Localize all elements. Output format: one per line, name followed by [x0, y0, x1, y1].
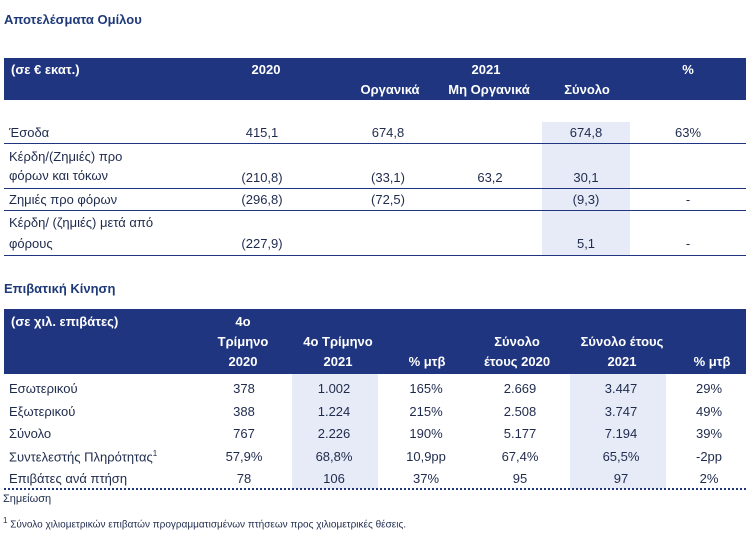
row-divider: [4, 188, 746, 189]
header-q4-2021-line2: 2021: [323, 354, 353, 369]
row-ebit-total: 30,1: [573, 170, 599, 185]
traffic-table-header: (σε χιλ. επιβάτες) 4ο Τρίμηνο 2020 4ο Τρ…: [4, 309, 746, 374]
note-title: Σημείωση: [3, 493, 52, 505]
header-q4-2020-line1: 4ο: [235, 314, 251, 329]
row-international-pct1: 215%: [409, 404, 443, 419]
row-net-2020: (227,9): [241, 236, 283, 251]
header-2020: 2020: [251, 62, 281, 77]
header-total-2020-line1: Σύνολο: [494, 334, 540, 349]
table-bottom-dotted-border: [4, 488, 746, 490]
row-load-factor-label: Συντελεστής Πληρότητας1: [9, 449, 157, 464]
row-international-q2020: 388: [233, 404, 255, 419]
header-q4-2020-line3: 2020: [228, 354, 258, 369]
header-pct: %: [682, 62, 694, 77]
row-domestic-pct1: 165%: [409, 381, 443, 396]
row-pax-per-flight-label: Επιβάτες ανά πτήση: [9, 471, 128, 486]
row-domestic-q2020: 378: [233, 381, 255, 396]
row-revenue-total: 674,8: [569, 125, 603, 140]
row-net-pct: -: [685, 236, 691, 251]
header-organic: Οργανικά: [360, 82, 420, 97]
row-divider: [4, 143, 746, 144]
row-domestic-t2021: 3.447: [604, 381, 638, 396]
row-total-q2020: 767: [233, 426, 255, 441]
row-load-factor-q2021: 68,8%: [315, 449, 353, 464]
row-ebt-total: (9,3): [572, 192, 600, 207]
row-net-total: 5,1: [576, 236, 596, 251]
header-unit: (σε χιλ. επιβάτες): [11, 314, 119, 329]
footnote: 1 Σύνολο χιλιομετρικών επιβατών προγραμμ…: [3, 516, 406, 530]
row-revenue-pct: 63%: [674, 125, 702, 140]
row-international-q2021: 1.224: [317, 404, 351, 419]
row-load-factor-pct2: -2pp: [695, 449, 723, 464]
row-revenue-organic: 674,8: [371, 125, 405, 140]
row-international-t2021: 3.747: [604, 404, 638, 419]
header-unit: (σε € εκατ.): [11, 62, 80, 77]
total-2021-column-highlight: [570, 374, 666, 489]
row-ebt-organic: (72,5): [371, 192, 405, 207]
row-net-label-line1: Κέρδη/ (ζημιές) μετά από: [9, 215, 154, 230]
row-ebit-non-organic: 63,2: [477, 170, 503, 185]
total-column-highlight: [542, 122, 630, 256]
row-ebit-2020: (210,8): [241, 170, 283, 185]
row-international-label: Εξωτερικού: [9, 404, 76, 419]
row-international-pct2: 49%: [695, 404, 723, 419]
row-ebt-pct: -: [685, 192, 691, 207]
header-total-2021-line1: Σύνολο έτους: [580, 334, 664, 349]
header-total-2021-line2: 2021: [607, 354, 637, 369]
row-domestic-pct2: 29%: [695, 381, 723, 396]
row-load-factor-text: Συντελεστής Πληρότητας: [9, 449, 153, 465]
header-non-organic: Μη Οργανικά: [448, 82, 530, 97]
row-load-factor-t2020: 67,4%: [501, 449, 539, 464]
traffic-title: Επιβατική Κίνηση: [4, 281, 116, 296]
row-load-factor-t2021: 65,5%: [602, 449, 640, 464]
row-pax-per-flight-pct2: 2%: [699, 471, 719, 486]
row-total-t2020: 5.177: [503, 426, 537, 441]
row-revenue-label: Έσοδα: [9, 125, 50, 140]
header-total-2020-line2: έτους 2020: [483, 354, 551, 369]
header-2021: 2021: [471, 62, 501, 77]
header-total: Σύνολο: [564, 82, 610, 97]
group-results-title: Αποτελέσματα Ομίλου: [4, 12, 142, 27]
header-q4-2020-line2: Τρίμηνο: [217, 334, 269, 349]
row-domestic-q2021: 1.002: [317, 381, 351, 396]
group-table-header: (σε € εκατ.) 2020 2021 % Οργανικά Μη Οργ…: [4, 58, 746, 100]
row-load-factor-pct1: 10,9pp: [406, 449, 446, 464]
footnote-marker: 1: [152, 449, 158, 458]
row-ebit-organic: (33,1): [371, 170, 405, 185]
row-total-t2021: 7.194: [604, 426, 638, 441]
row-total-pct1: 190%: [409, 426, 443, 441]
row-pax-per-flight-q2020: 78: [236, 471, 252, 486]
row-total-label: Σύνολο: [9, 426, 52, 441]
row-pax-per-flight-t2020: 95: [512, 471, 528, 486]
row-divider: [4, 210, 746, 211]
footnote-text: Σύνολο χιλιομετρικών επιβατών προγραμματ…: [10, 519, 407, 531]
row-pax-per-flight-t2021: 97: [613, 471, 629, 486]
row-pax-per-flight-pct1: 37%: [412, 471, 440, 486]
table-bottom-border: [4, 255, 746, 256]
row-ebt-label: Ζημιές προ φόρων: [9, 192, 118, 207]
row-domestic-label: Εσωτερικού: [9, 381, 78, 396]
header-q4-2021-line1: 4ο Τρίμηνο: [303, 334, 373, 349]
row-ebt-2020: (296,8): [241, 192, 283, 207]
row-domestic-t2020: 2.669: [503, 381, 537, 396]
footnote-number: 1: [3, 516, 8, 525]
row-international-t2020: 2.508: [503, 404, 537, 419]
row-load-factor-q2020: 57,9%: [225, 449, 263, 464]
q4-2021-column-highlight: [292, 374, 378, 489]
row-net-label-line2: φόρους: [9, 236, 53, 251]
row-revenue-2020: 415,1: [245, 125, 279, 140]
row-total-pct2: 39%: [695, 426, 723, 441]
header-yoy-q4: % μτβ: [408, 354, 446, 369]
row-ebit-label-line2: φόρων και τόκων: [9, 168, 109, 183]
header-yoy-total: % μτβ: [693, 354, 731, 369]
row-ebit-label-line1: Κέρδη/(Ζημιές) προ: [9, 149, 123, 164]
row-total-q2021: 2.226: [317, 426, 351, 441]
row-pax-per-flight-q2021: 106: [323, 471, 345, 486]
